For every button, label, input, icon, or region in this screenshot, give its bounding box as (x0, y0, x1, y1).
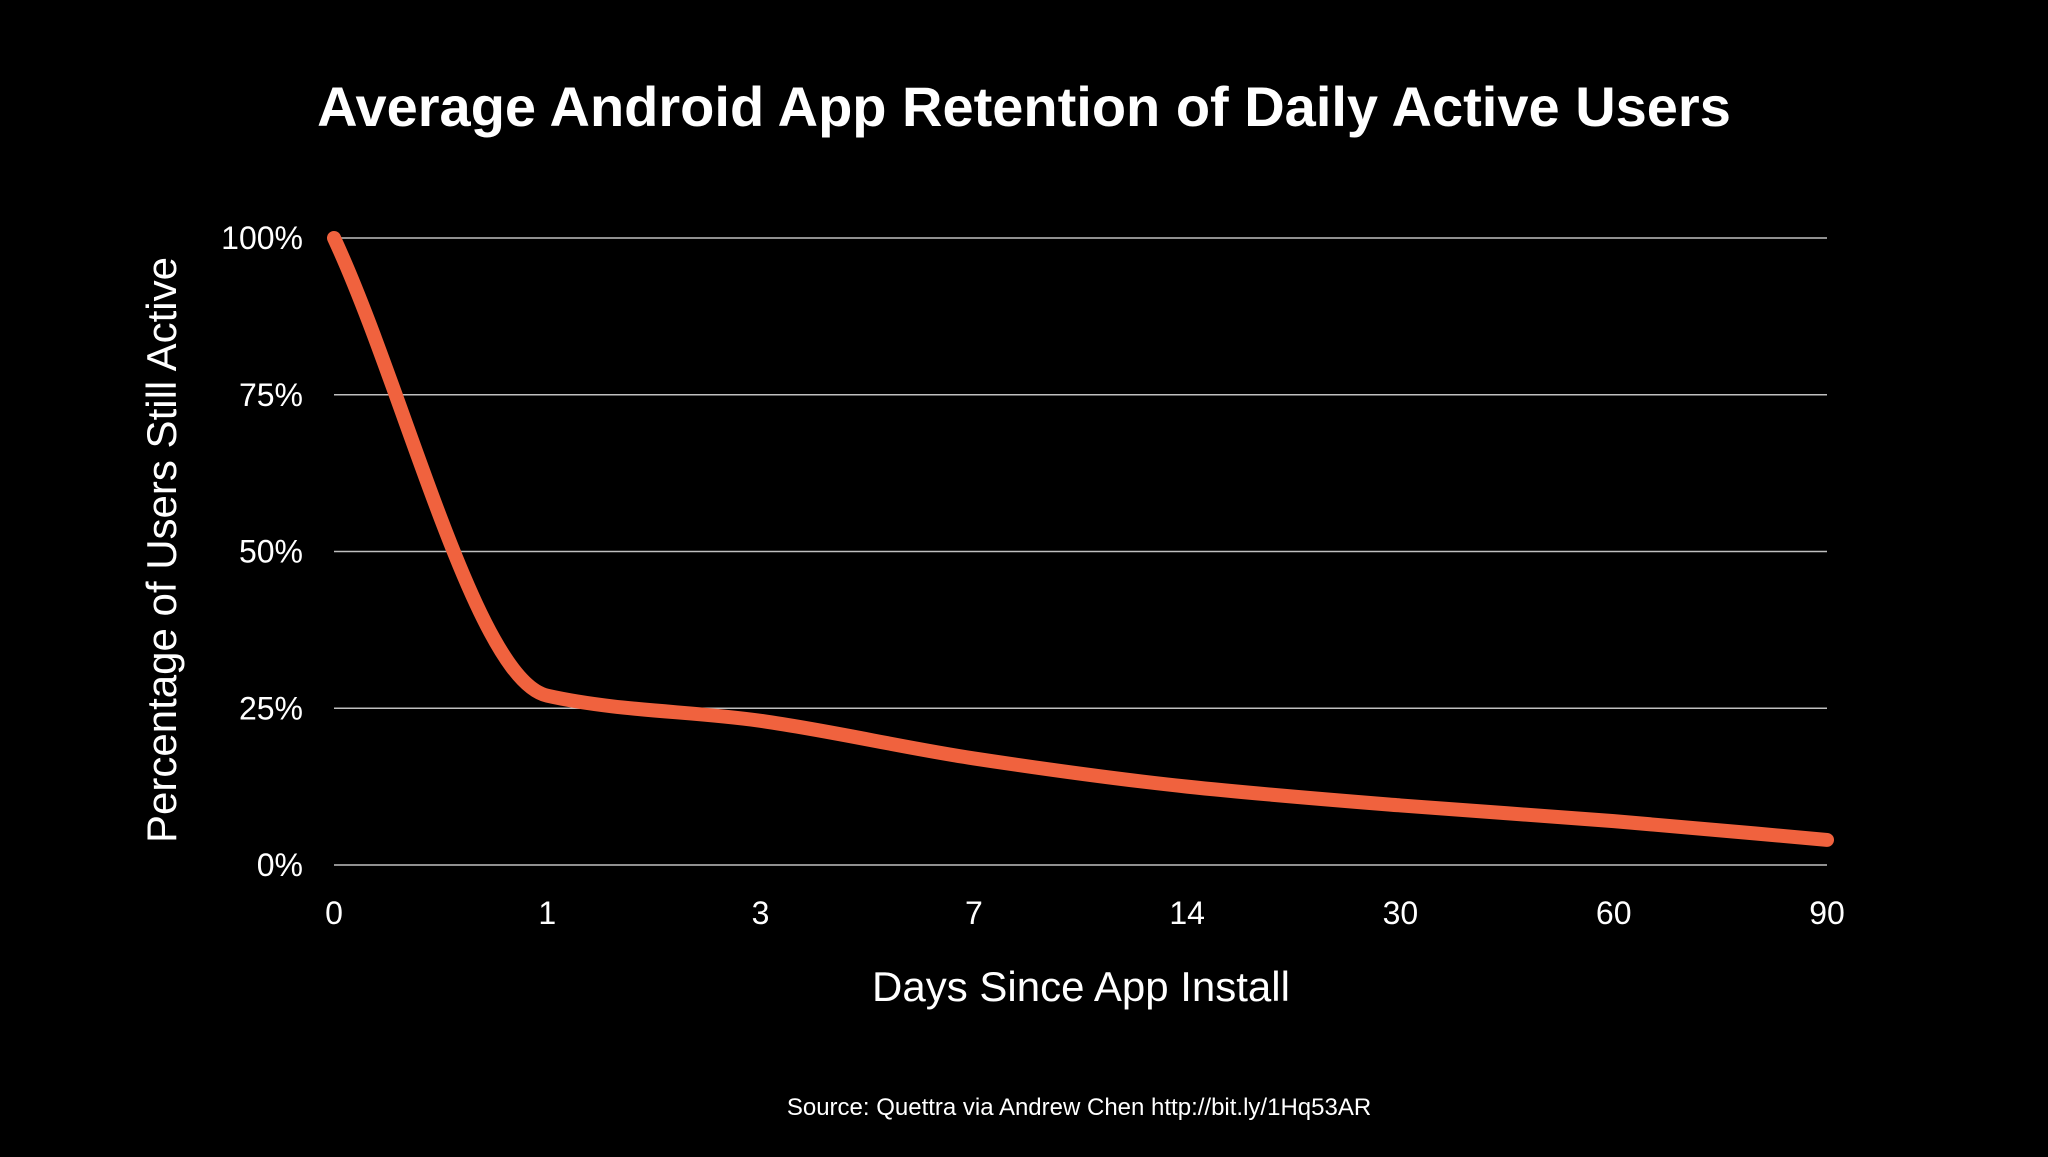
x-tick-label: 0 (325, 895, 343, 931)
x-axis-ticks: 0 1 3 7 14 30 60 90 (325, 895, 1845, 931)
x-tick-label: 14 (1169, 895, 1205, 931)
x-tick-label: 1 (538, 895, 556, 931)
y-tick-label: 100% (221, 220, 303, 256)
y-tick-label: 0% (257, 847, 303, 883)
chart-title: Average Android App Retention of Daily A… (317, 75, 1731, 138)
y-tick-label: 25% (239, 690, 303, 726)
y-axis-label: Percentage of Users Still Active (138, 257, 185, 843)
series-layer (334, 238, 1827, 840)
x-axis-label: Days Since App Install (872, 963, 1290, 1010)
source-note: Source: Quettra via Andrew Chen http://b… (787, 1094, 1371, 1121)
y-axis-ticks: 0% 25% 50% 75% 100% (221, 220, 303, 883)
x-tick-label: 90 (1809, 895, 1845, 931)
x-tick-label: 30 (1383, 895, 1419, 931)
x-tick-label: 60 (1596, 895, 1632, 931)
y-tick-label: 75% (239, 377, 303, 413)
retention-line (334, 238, 1827, 840)
x-tick-label: 7 (965, 895, 983, 931)
y-tick-label: 50% (239, 534, 303, 570)
x-tick-label: 3 (752, 895, 770, 931)
